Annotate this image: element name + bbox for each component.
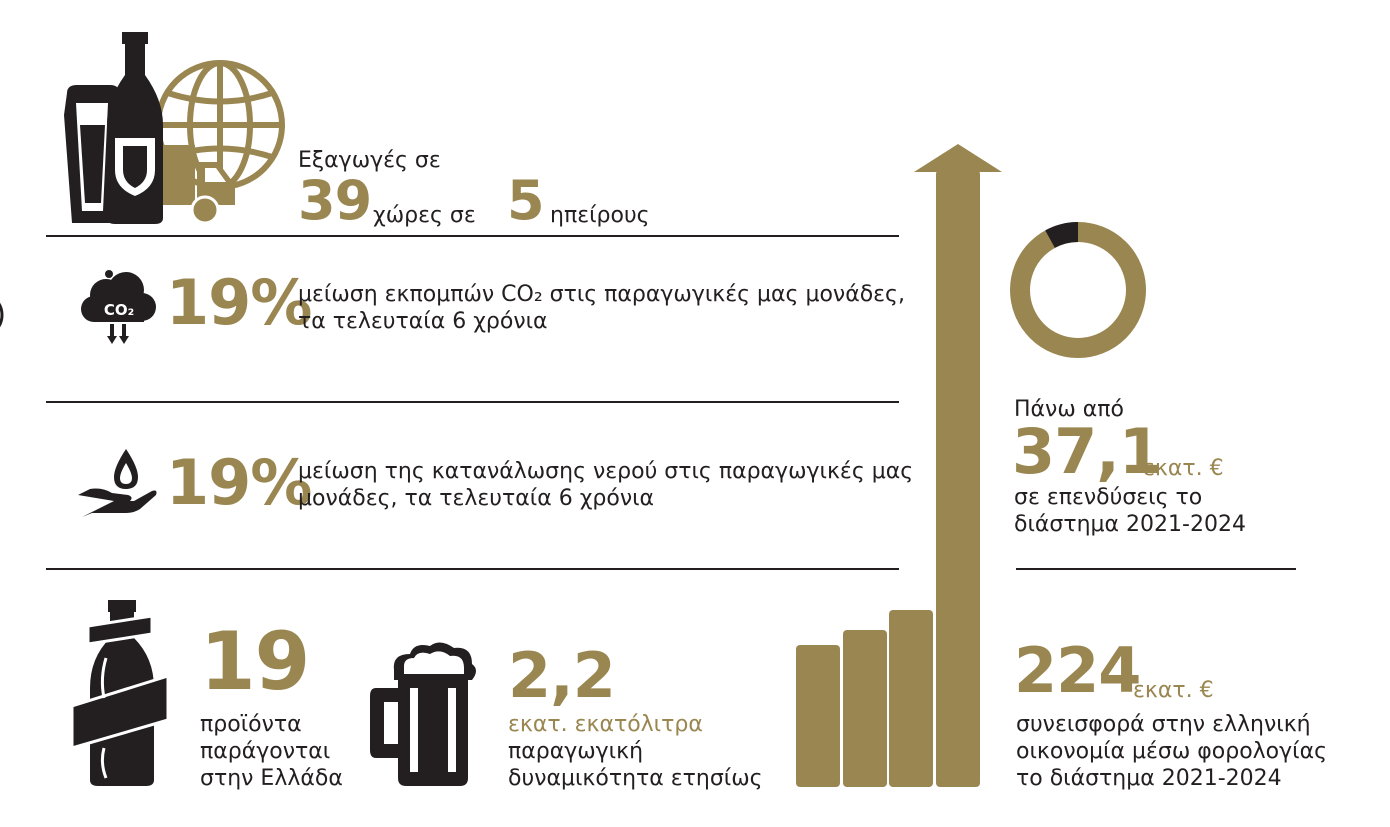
investment-line-2: διάστημα 2021-2024: [1014, 512, 1246, 537]
tax-unit: εκατ. €: [1133, 678, 1214, 703]
growth-bars-arrow-icon: [796, 144, 1002, 787]
divider: [46, 568, 899, 570]
divider: [1016, 568, 1296, 570]
investment-unit: εκατ. €: [1143, 456, 1224, 481]
countries-value: 39: [298, 169, 372, 232]
investment-prefix: Πάνω από: [1014, 397, 1124, 422]
products-line-2: παράγονται: [200, 739, 331, 764]
co2-value: 19%: [166, 266, 312, 339]
co2-icon-label: CO₂: [104, 301, 134, 319]
water-value: 19%: [166, 446, 312, 519]
co2-cloud-icon: CO₂: [81, 270, 156, 344]
capacity-line-1: παραγωγική: [508, 739, 644, 764]
capacity-unit: εκατ. εκατόλιτρα: [508, 712, 703, 737]
exports-prefix: Εξαγωγές σε: [298, 148, 441, 173]
capacity-value: 2,2: [508, 639, 616, 712]
co2-line-2: τα τελευταία 6 χρόνια: [298, 309, 548, 334]
tax-line-2: οικονομία μέσω φορολογίας: [1016, 739, 1328, 764]
water-line-2: μονάδες, τα τελευταία 6 χρόνια: [298, 486, 655, 511]
beer-glass-icon: [64, 85, 120, 223]
donut-chart-icon: [1010, 222, 1146, 358]
water-drop-hand-icon: [78, 449, 157, 517]
delivery-truck-icon: [150, 145, 235, 225]
products-line-3: στην Ελλάδα: [200, 766, 343, 791]
continents-value: 5: [507, 169, 545, 232]
continents-label: ηπείρους: [550, 203, 650, 228]
water-line-1: μείωση της κατανάλωσης νερού στις παραγω…: [298, 459, 914, 484]
countries-label: χώρες σε: [373, 203, 476, 228]
co2-line-1: μείωση εκπομπών CO₂ στις παραγωγικές μας…: [298, 282, 905, 307]
products-line-1: προϊόντα: [200, 712, 302, 737]
divider: [46, 401, 899, 403]
beer-mug-icon: [370, 642, 476, 786]
products-value: 19: [200, 615, 310, 708]
capacity-line-2: δυναμικότητα ετησίως: [508, 766, 763, 791]
tax-line-1: συνεισφορά στην ελληνική: [1016, 712, 1311, 737]
beer-bottle-icon: [107, 32, 163, 224]
tax-line-3: το διάστημα 2021-2024: [1016, 766, 1282, 791]
tax-value: 224: [1014, 634, 1141, 707]
investment-line-1: σε επενδύσεις το: [1014, 485, 1203, 510]
bottle-with-banner-icon: [70, 600, 170, 786]
divider: [46, 235, 899, 237]
investment-value: 37,1: [1012, 415, 1162, 488]
